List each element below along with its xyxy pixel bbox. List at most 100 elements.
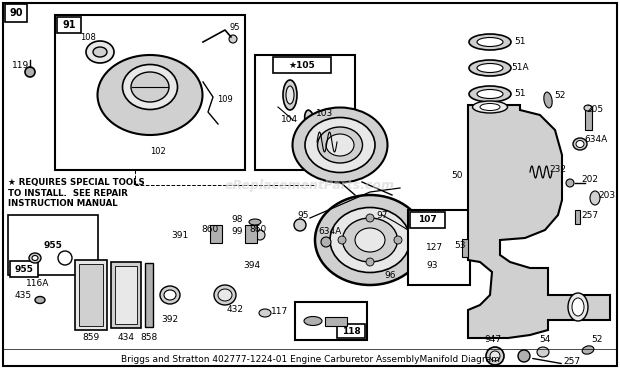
Circle shape: [366, 258, 374, 266]
Ellipse shape: [537, 347, 549, 357]
Text: 257: 257: [564, 358, 580, 366]
Ellipse shape: [355, 228, 385, 252]
Text: INSTRUCTION MANUAL: INSTRUCTION MANUAL: [8, 199, 118, 207]
Bar: [210, 225, 222, 243]
Text: 858: 858: [140, 334, 157, 342]
Text: 634A: 634A: [319, 228, 342, 237]
Ellipse shape: [326, 134, 354, 156]
Ellipse shape: [480, 103, 500, 110]
Text: 52: 52: [591, 335, 603, 345]
Ellipse shape: [469, 86, 511, 102]
Circle shape: [294, 219, 306, 231]
Ellipse shape: [160, 286, 180, 304]
Bar: [295, 302, 367, 340]
Text: 119: 119: [12, 61, 29, 69]
Text: 90: 90: [9, 8, 23, 18]
Text: 50: 50: [451, 170, 463, 179]
Text: ★ REQUIRES SPECIAL TOOLS: ★ REQUIRES SPECIAL TOOLS: [8, 179, 144, 187]
Ellipse shape: [472, 101, 508, 113]
Text: 860: 860: [202, 225, 219, 235]
Circle shape: [518, 350, 530, 362]
Bar: [462, 239, 468, 257]
Bar: [75, 260, 107, 330]
Ellipse shape: [286, 86, 294, 104]
Bar: [255, 55, 355, 170]
PathPatch shape: [468, 105, 610, 338]
Ellipse shape: [342, 218, 397, 262]
Ellipse shape: [86, 41, 114, 63]
Ellipse shape: [469, 60, 511, 76]
Text: 53: 53: [454, 241, 466, 249]
Ellipse shape: [576, 141, 584, 148]
Text: 54: 54: [539, 335, 551, 345]
Bar: [115, 266, 137, 324]
Ellipse shape: [305, 117, 375, 172]
Text: 51: 51: [514, 38, 526, 46]
Ellipse shape: [568, 293, 588, 321]
Ellipse shape: [259, 309, 271, 317]
Ellipse shape: [477, 90, 503, 99]
Text: 392: 392: [161, 315, 179, 324]
Ellipse shape: [572, 298, 584, 316]
Text: 955: 955: [14, 265, 33, 273]
Bar: [337, 324, 365, 338]
Ellipse shape: [32, 255, 38, 261]
Ellipse shape: [164, 290, 176, 300]
Circle shape: [366, 214, 374, 222]
Text: 205: 205: [587, 106, 603, 114]
Bar: [325, 317, 347, 326]
Bar: [575, 210, 580, 224]
Ellipse shape: [218, 289, 232, 301]
Ellipse shape: [584, 105, 592, 111]
Ellipse shape: [317, 127, 363, 163]
Ellipse shape: [590, 191, 600, 205]
Bar: [408, 210, 470, 285]
Bar: [273, 57, 331, 73]
Bar: [145, 263, 153, 327]
Text: 232: 232: [549, 166, 567, 175]
Text: TO INSTALL.  SEE REPAIR: TO INSTALL. SEE REPAIR: [8, 189, 128, 197]
Bar: [410, 212, 445, 228]
Text: 95: 95: [230, 24, 241, 32]
Text: 103: 103: [316, 108, 334, 117]
Ellipse shape: [315, 195, 425, 285]
Ellipse shape: [93, 47, 107, 57]
Text: 51A: 51A: [511, 63, 529, 72]
Bar: [8, 215, 98, 275]
Ellipse shape: [544, 92, 552, 108]
Circle shape: [394, 236, 402, 244]
Text: Briggs and Stratton 402777-1224-01 Engine Carburetor AssemblyManifold Diagram: Briggs and Stratton 402777-1224-01 Engin…: [120, 355, 500, 363]
Text: 107: 107: [418, 215, 436, 224]
Bar: [245, 225, 257, 243]
Circle shape: [566, 179, 574, 187]
Text: eReplacementParts.com: eReplacementParts.com: [225, 179, 395, 192]
Ellipse shape: [35, 297, 45, 303]
Bar: [585, 106, 592, 130]
Text: 257: 257: [582, 210, 598, 220]
Ellipse shape: [249, 219, 261, 225]
Text: 947: 947: [484, 335, 502, 345]
Ellipse shape: [131, 72, 169, 102]
Ellipse shape: [486, 347, 504, 365]
Ellipse shape: [123, 65, 177, 110]
Text: 52: 52: [554, 90, 565, 100]
Text: 394: 394: [244, 261, 260, 269]
Circle shape: [229, 35, 237, 43]
Circle shape: [25, 67, 35, 77]
Text: 432: 432: [226, 306, 244, 314]
Bar: [5, 4, 27, 22]
Text: 97: 97: [376, 210, 388, 220]
Text: 91: 91: [62, 20, 76, 30]
Bar: [79, 264, 103, 326]
Text: 51: 51: [514, 90, 526, 99]
Text: 859: 859: [82, 334, 100, 342]
Text: 435: 435: [14, 290, 32, 300]
Ellipse shape: [283, 80, 297, 110]
Text: 102: 102: [150, 148, 166, 156]
Ellipse shape: [304, 110, 316, 134]
Text: 127: 127: [427, 244, 443, 252]
Ellipse shape: [293, 107, 388, 183]
Ellipse shape: [97, 55, 203, 135]
Bar: [111, 262, 141, 328]
Text: 955: 955: [43, 241, 63, 249]
